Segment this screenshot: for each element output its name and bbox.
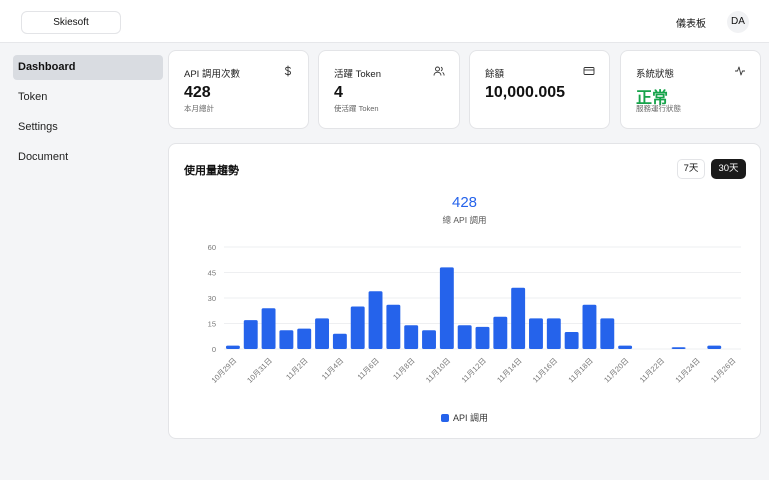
total-calls-value: 428 [451, 194, 478, 211]
activity-icon [735, 66, 745, 76]
total-calls-label: 總 API 調用 [442, 215, 487, 225]
chart-bar [225, 345, 240, 349]
x-tick-label: 11月24日 [673, 356, 701, 384]
stat-card-api-calls: API 調用次數 428 本月總計 [168, 50, 309, 129]
chart-bar [600, 318, 615, 349]
x-tick-label: 11月26日 [709, 356, 737, 384]
chart-bar [368, 291, 383, 349]
x-tick-label: 11月22日 [638, 356, 666, 384]
y-tick-label: 15 [208, 320, 216, 329]
chart-bar [332, 333, 347, 349]
dashboard-link[interactable]: 儀表板 [676, 19, 706, 30]
legend-swatch [441, 414, 449, 422]
chart-bar [350, 306, 365, 349]
stat-subtitle: 本月總計 [184, 104, 214, 113]
y-tick-label: 45 [208, 269, 216, 278]
stat-subtitle: 使活躍 Token [334, 104, 379, 113]
stat-card-active-tokens: 活躍 Token 4 使活躍 Token [318, 50, 460, 129]
y-tick-label: 30 [208, 294, 216, 303]
stat-card-system-status: 系統狀態 正常 服務運行狀態 [620, 50, 761, 129]
y-tick-label: 0 [212, 345, 216, 354]
chart-bar [404, 325, 419, 349]
avatar[interactable]: DA [727, 11, 749, 33]
usage-chart-card: 使用量趨勢 7天 30天 428 總 API 調用 0 15 30 45 60 10月29… [168, 143, 761, 439]
stat-subtitle: 服務運行狀態 [636, 104, 681, 113]
usage-bar-chart: 0 15 30 45 60 10月29日 10月31日 11月2日 11月4日 11月6日 11月8… [208, 243, 741, 385]
chart-legend: API 調用 [441, 411, 488, 424]
chart-bar [546, 318, 561, 349]
stat-value: 428 [184, 84, 211, 101]
status-value: 正常 [636, 90, 669, 107]
x-tick-label: 11月10日 [424, 356, 452, 384]
x-tick-label: 11月18日 [566, 356, 594, 384]
x-tick-label: 11月4日 [320, 356, 345, 381]
chart-bar [279, 330, 294, 349]
sidebar-item-token[interactable]: Token [18, 91, 48, 103]
x-tick-label: 10月29日 [210, 356, 239, 385]
dollar-icon [284, 65, 292, 77]
x-tick-label: 11月8日 [391, 356, 416, 381]
chart-bar [261, 308, 276, 349]
range-30-days-button[interactable]: 30天 [711, 159, 746, 179]
chart-bar [493, 316, 508, 349]
stat-value: 10,000.005 [485, 84, 566, 101]
chart-bar [582, 304, 597, 349]
stat-label: 餘額 [485, 69, 505, 80]
chart-bar [439, 267, 454, 349]
chart-bar [243, 320, 258, 349]
x-tick-label: 11月2日 [284, 356, 309, 381]
chart-bar [422, 330, 436, 349]
chart-title: 使用量趨勢 [184, 165, 239, 177]
range-7-days-button[interactable]: 7天 [677, 159, 705, 179]
sidebar-item-settings[interactable]: Settings [18, 121, 58, 133]
chart-bar [315, 318, 330, 349]
stat-card-balance: 餘額 10,000.005 [469, 50, 610, 129]
y-tick-label: 60 [208, 243, 216, 252]
credit-card-icon [583, 67, 595, 75]
stat-label: 活躍 Token [334, 69, 381, 80]
x-tick-label: 11月14日 [495, 356, 523, 384]
chart-bar [707, 345, 722, 349]
stat-label: 系統狀態 [636, 69, 675, 80]
sidebar: Dashboard Token Settings Document [0, 43, 168, 480]
chart-bar [386, 304, 401, 349]
chart-bar [457, 325, 472, 349]
stat-label: API 調用次數 [184, 69, 240, 80]
x-tick-label: 11月12日 [460, 356, 488, 384]
chart-bar [671, 347, 686, 349]
x-tick-label: 11月6日 [356, 356, 381, 381]
stat-value: 4 [334, 84, 343, 101]
chart-bar [564, 332, 579, 349]
x-tick-label: 11月16日 [531, 356, 559, 384]
x-tick-label: 10月31日 [245, 356, 274, 385]
chart-bar [529, 318, 543, 349]
sidebar-item-document[interactable]: Document [18, 151, 69, 163]
sidebar-item-dashboard[interactable]: Dashboard [13, 55, 163, 80]
chart-bar [618, 345, 633, 349]
chart-bar [475, 326, 490, 349]
legend-label: API 調用 [453, 413, 489, 423]
top-bar: Skiesoft 儀表板 DA [0, 0, 769, 43]
chart-bar [297, 328, 312, 349]
x-tick-label: 11月20日 [602, 356, 630, 384]
brand-logo-button[interactable]: Skiesoft [21, 11, 121, 34]
chart-bar [511, 287, 526, 349]
users-icon [433, 66, 445, 76]
